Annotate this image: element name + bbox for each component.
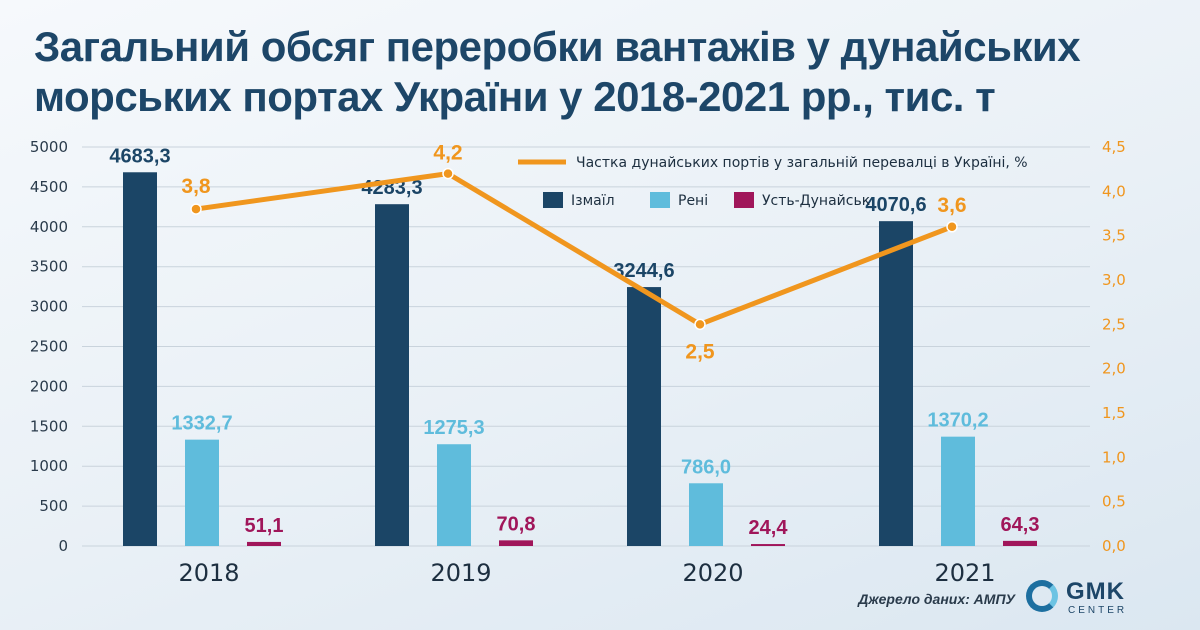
y2-tick-label: 1,5 — [1102, 404, 1126, 422]
x-tick-label: 2018 — [178, 559, 239, 587]
bar-value-label: 1370,2 — [927, 410, 988, 432]
logo-ring-icon — [1026, 580, 1058, 612]
y-tick-label: 5000 — [30, 138, 68, 156]
legend-line-label: Частка дунайських портів у загальній пер… — [576, 155, 1028, 171]
logo-main-text: GMK — [1066, 578, 1125, 605]
logo-sub-text: CENTER — [1068, 605, 1128, 616]
legend-label: Ізмаїл — [571, 193, 615, 209]
bar — [1003, 540, 1037, 546]
y-tick-label: 3000 — [30, 298, 68, 316]
bar-value-label: 786,0 — [681, 456, 731, 478]
line-point — [946, 221, 958, 233]
y-tick-label: 0 — [58, 537, 68, 555]
legend-swatch — [734, 192, 754, 208]
source-note: Джерело даних: АМПУ — [858, 591, 1015, 607]
bar-value-label: 3244,6 — [613, 260, 674, 282]
line-value-label: 2,5 — [685, 340, 715, 363]
y2-tick-label: 2,0 — [1102, 360, 1126, 378]
y-tick-label: 1000 — [30, 457, 68, 475]
bar-value-label: 1332,7 — [171, 413, 232, 435]
y-tick-label: 4500 — [30, 178, 68, 196]
bar-value-label: 4070,6 — [865, 194, 926, 216]
y-tick-label: 4000 — [30, 218, 68, 236]
gmk-logo: GMK CENTER — [1026, 578, 1186, 624]
bar-value-label: 1275,3 — [423, 417, 484, 439]
chart-title: Загальний обсяг переробки вантажів у дун… — [34, 23, 1081, 120]
bar-value-label: 64,3 — [1001, 514, 1040, 536]
legend-label: Рені — [678, 193, 708, 209]
y2-tick-label: 4,0 — [1102, 182, 1126, 200]
line-point — [190, 203, 202, 215]
bar-value-label: 4683,3 — [109, 145, 170, 167]
bar — [627, 287, 661, 546]
y2-tick-label: 1,0 — [1102, 448, 1126, 466]
bar — [247, 541, 281, 546]
bar — [499, 540, 533, 546]
line-value-label: 3,6 — [937, 194, 966, 217]
bar-value-label: 51,1 — [245, 515, 284, 537]
legend-swatch — [650, 192, 670, 208]
bar — [879, 221, 913, 546]
y-tick-label: 2500 — [30, 338, 68, 356]
bar — [751, 544, 785, 546]
y2-tick-label: 2,5 — [1102, 315, 1126, 333]
bar — [185, 439, 219, 546]
share-line — [195, 171, 953, 327]
y-tick-label: 500 — [39, 497, 68, 515]
y2-tick-label: 4,5 — [1102, 138, 1126, 156]
x-tick-label: 2019 — [430, 559, 491, 587]
legend-label: Усть-Дунайськ — [762, 193, 870, 209]
line-point — [694, 318, 706, 331]
bar-value-label: 70,8 — [497, 513, 536, 535]
line-value-label: 4,2 — [433, 142, 462, 165]
bar — [437, 444, 471, 546]
bar — [941, 436, 975, 546]
x-tick-label: 2021 — [934, 559, 995, 587]
y2-tick-label: 3,0 — [1102, 271, 1126, 289]
bar-value-label: 24,4 — [749, 517, 789, 539]
y-tick-label: 2000 — [30, 377, 68, 395]
y-tick-label: 1500 — [30, 417, 68, 435]
line-value-label: 3,8 — [181, 175, 211, 198]
x-tick-label: 2020 — [682, 559, 743, 587]
y2-tick-label: 0,5 — [1102, 493, 1126, 511]
bar — [123, 172, 157, 547]
legend-swatch — [543, 192, 563, 208]
y2-tick-label: 0,0 — [1102, 537, 1126, 555]
y2-tick-label: 3,5 — [1102, 227, 1126, 245]
y-tick-label: 3500 — [30, 258, 68, 276]
line-point — [442, 167, 454, 180]
bar — [375, 204, 409, 546]
bar — [689, 483, 723, 546]
